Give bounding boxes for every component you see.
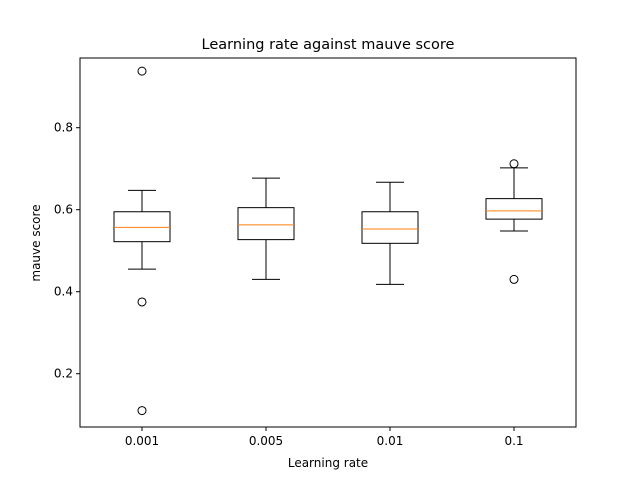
outlier-point (509, 159, 519, 169)
chart-title: Learning rate against mauve score (202, 37, 455, 53)
box-iqr (237, 207, 295, 241)
box-group (113, 66, 171, 416)
outlier-point (137, 406, 147, 416)
x-tick-label: 0.005 (249, 434, 283, 448)
x-tick-label: 0.001 (125, 434, 159, 448)
outlier-point (137, 66, 147, 76)
y-axis-ticks: 0.2 0.4 0.6 0.8 (54, 121, 80, 381)
y-tick-label: 0.8 (54, 121, 73, 135)
plot-area-frame (79, 57, 577, 428)
x-axis-ticks: 0.001 0.005 0.01 0.1 (125, 427, 524, 448)
box-iqr (485, 198, 543, 220)
y-axis-label: mauve score (29, 204, 43, 281)
y-tick-label: 0.4 (54, 285, 73, 299)
y-tick-label: 0.6 (54, 203, 73, 217)
y-tick-label: 0.2 (54, 367, 73, 381)
box-group (237, 177, 295, 280)
box-iqr (113, 211, 171, 243)
outlier-point (137, 297, 147, 307)
outlier-point (509, 274, 519, 284)
box-group (485, 159, 543, 284)
box-group (361, 181, 419, 285)
x-axis-label: Learning rate (288, 456, 368, 470)
x-tick-label: 0.1 (504, 434, 523, 448)
plot-marks (113, 66, 543, 416)
box-iqr (361, 211, 419, 244)
x-tick-label: 0.01 (377, 434, 404, 448)
